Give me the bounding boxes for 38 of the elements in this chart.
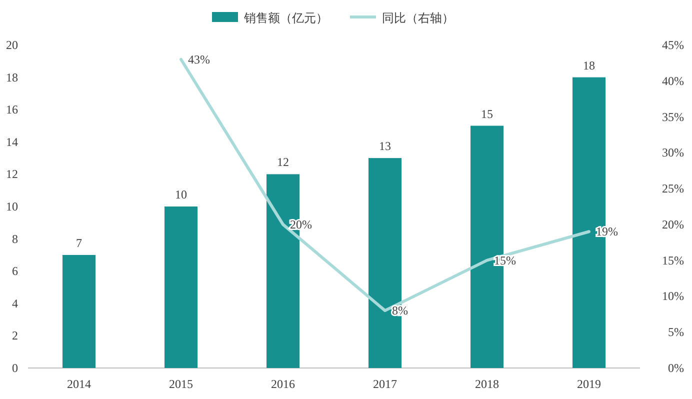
y2-tick-label: 45% [662,38,684,52]
data-label: 12 [277,155,289,170]
data-label: 18 [583,58,595,72]
x-tick-label: 2014 [67,377,91,391]
data-label: 13 [379,139,391,154]
y-tick-label: 10 [6,200,18,214]
y-tick-label: 18 [6,70,18,84]
data-label: 43% [188,52,210,66]
x-tick-label: 2019 [577,377,601,391]
y-tick-label: 12 [6,167,18,182]
bar [62,254,96,368]
legend-label: 同比（右轴） [382,11,454,25]
y2-tick-label: 5% [668,325,684,340]
y2-tick-label: 25% [662,182,684,196]
x-tick-label: 2018 [475,377,499,391]
y-tick-label: 2 [12,328,18,343]
y2-tick-label: 20% [662,217,684,232]
y2-tick-label: 0% [668,361,684,375]
y-tick-label: 0 [12,361,18,375]
y-tick-label: 14 [6,134,18,149]
data-label: 15 [481,106,493,121]
y2-tick-label: 15% [662,253,684,268]
legend-label: 销售额（亿元） [243,11,328,25]
y2-tick-label: 10% [662,289,684,304]
x-tick-label: 2016 [271,377,295,391]
y-tick-label: 16 [6,102,18,117]
data-label: 7 [76,236,82,250]
y-tick-label: 6 [12,264,18,278]
bar [164,206,198,368]
y-tick-label: 4 [12,296,18,310]
y-tick-label: 8 [12,232,18,246]
y2-tick-label: 40% [662,74,684,88]
x-tick-label: 2015 [169,377,193,391]
y2-tick-label: 35% [662,110,684,124]
data-label: 10 [175,188,187,202]
y-tick-label: 20 [6,38,18,52]
y2-tick-label: 30% [662,146,684,160]
x-tick-label: 2017 [373,377,397,391]
